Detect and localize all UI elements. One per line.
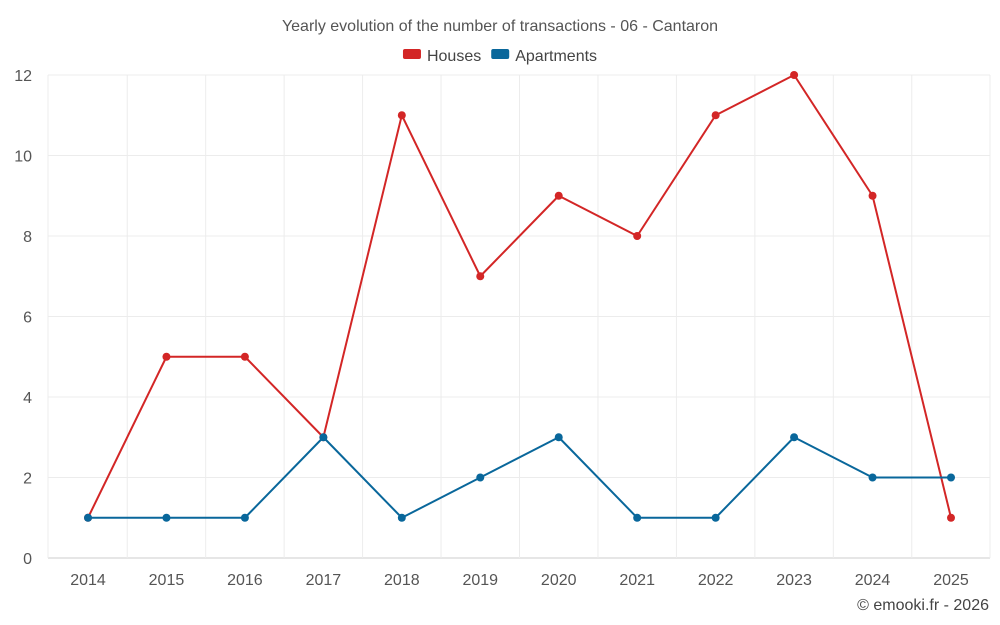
series-line-houses [87,74,952,519]
chart-title: Yearly evolution of the number of transa… [282,18,718,35]
data-point-apartments [319,433,328,442]
legend: Houses Apartments [402,48,597,65]
data-point-apartments [84,513,92,522]
data-point-houses [790,71,799,79]
y-tick-label: 4 [23,390,32,407]
x-tick-label: 2021 [619,572,655,589]
y-tick-label: 2 [23,471,32,488]
legend-label: Houses [427,48,481,65]
data-point-apartments [947,473,955,482]
data-point-houses [240,352,249,361]
legend-swatch [402,49,421,59]
x-tick-label: 2024 [855,572,891,589]
data-point-houses [868,191,877,200]
data-point-apartments [633,513,642,522]
series-layer [84,71,955,522]
series-houses [84,71,955,522]
legend-swatch [491,49,510,59]
x-tick-label: 2018 [384,572,420,589]
legend-item-apartments[interactable]: Apartments [491,48,597,65]
data-point-apartments [868,473,877,482]
data-point-apartments [397,513,406,522]
y-axis: 0 2 4 6 8 10 12 [14,68,32,568]
data-point-apartments [240,513,249,522]
series-line-apartments [88,436,951,519]
data-point-houses [397,111,406,120]
series-apartments [84,433,955,522]
data-point-apartments [711,513,720,522]
x-tick-label: 2025 [933,572,969,589]
x-tick-label: 2017 [306,572,342,589]
x-axis: 2014 2015 2016 2017 2018 2019 2020 2021 2022 2023… [70,572,969,589]
x-tick-label: 2019 [462,572,498,589]
legend-label: Apartments [515,48,597,65]
data-point-apartments [790,433,799,442]
y-tick-label: 12 [14,68,32,85]
y-tick-label: 10 [14,149,32,166]
x-tick-label: 2015 [149,572,185,589]
data-point-houses [162,352,171,361]
x-tick-label: 2016 [227,572,263,589]
x-tick-label: 2014 [70,572,106,589]
x-tick-label: 2022 [698,572,734,589]
y-tick-label: 0 [23,551,32,568]
data-point-houses [947,513,955,522]
credit-text: © emooki.fr - 2026 [857,597,989,614]
y-tick-label: 6 [23,310,32,327]
x-tick-label: 2020 [541,572,577,589]
data-point-apartments [554,433,563,442]
data-point-houses [633,232,642,240]
legend-item-houses[interactable]: Houses [402,48,481,65]
data-point-apartments [162,513,171,522]
data-point-apartments [476,473,485,482]
data-point-houses [554,191,563,200]
data-point-houses [476,272,485,281]
data-point-houses [711,111,720,120]
y-tick-label: 8 [23,229,32,246]
grid [47,74,991,559]
x-tick-label: 2023 [776,572,812,589]
